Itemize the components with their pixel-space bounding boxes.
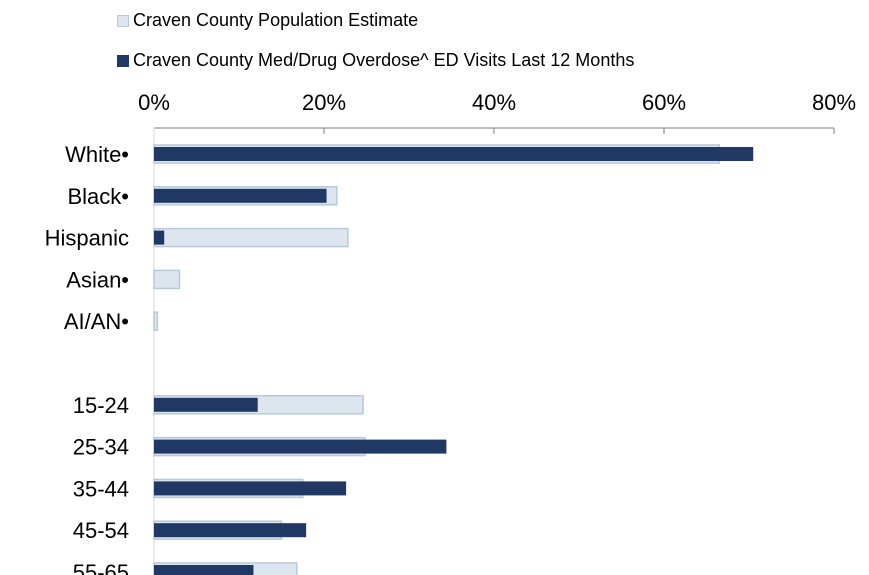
category-label: White• [65,142,129,167]
bar-population [153,227,349,248]
legend-label-ed-visits: Craven County Med/Drug Overdose^ ED Visi… [133,50,635,70]
legend-swatch-ed-visits [117,55,129,67]
bars-group [153,144,754,575]
bar-ed-visits [154,147,754,161]
legend-label-population: Craven County Population Estimate [133,10,419,30]
category-label: 55-65 [73,560,129,575]
x-axis: 0% 20% 40% 60% 80% [138,90,856,575]
category-label: 35-44 [73,476,129,501]
category-label: 25-34 [73,435,129,460]
bar-ed-visits [154,439,447,454]
category-label: AI/AN• [64,309,129,334]
category-label: 45-54 [73,518,129,543]
bar-ed-visits [154,230,165,245]
bar-population [153,311,159,331]
category-label: 15-24 [73,393,129,418]
bar-ed-visits [154,565,254,575]
legend-item-ed-visits: Craven County Med/Drug Overdose^ ED Visi… [117,50,634,70]
bar-population [153,269,181,290]
x-tick-label: 80% [812,90,856,115]
bar-ed-visits [154,523,307,538]
x-tick-label: 20% [302,90,346,115]
legend-swatch-population [117,15,129,27]
x-tick-label: 40% [472,90,516,115]
bar-ed-visits [154,481,347,496]
category-label: Hispanic [45,226,129,251]
category-label: Asian• [66,267,129,292]
bar-ed-visits [154,397,258,412]
x-tick-label: 60% [642,90,686,115]
category-labels: White• Black• Hispanic Asian• AI/AN• 15-24 25-… [45,142,129,575]
x-tick-label: 0% [138,90,170,115]
category-label: Black• [68,184,130,209]
bar-ed-visits [154,188,327,203]
legend-item-population: Craven County Population Estimate [117,10,418,30]
